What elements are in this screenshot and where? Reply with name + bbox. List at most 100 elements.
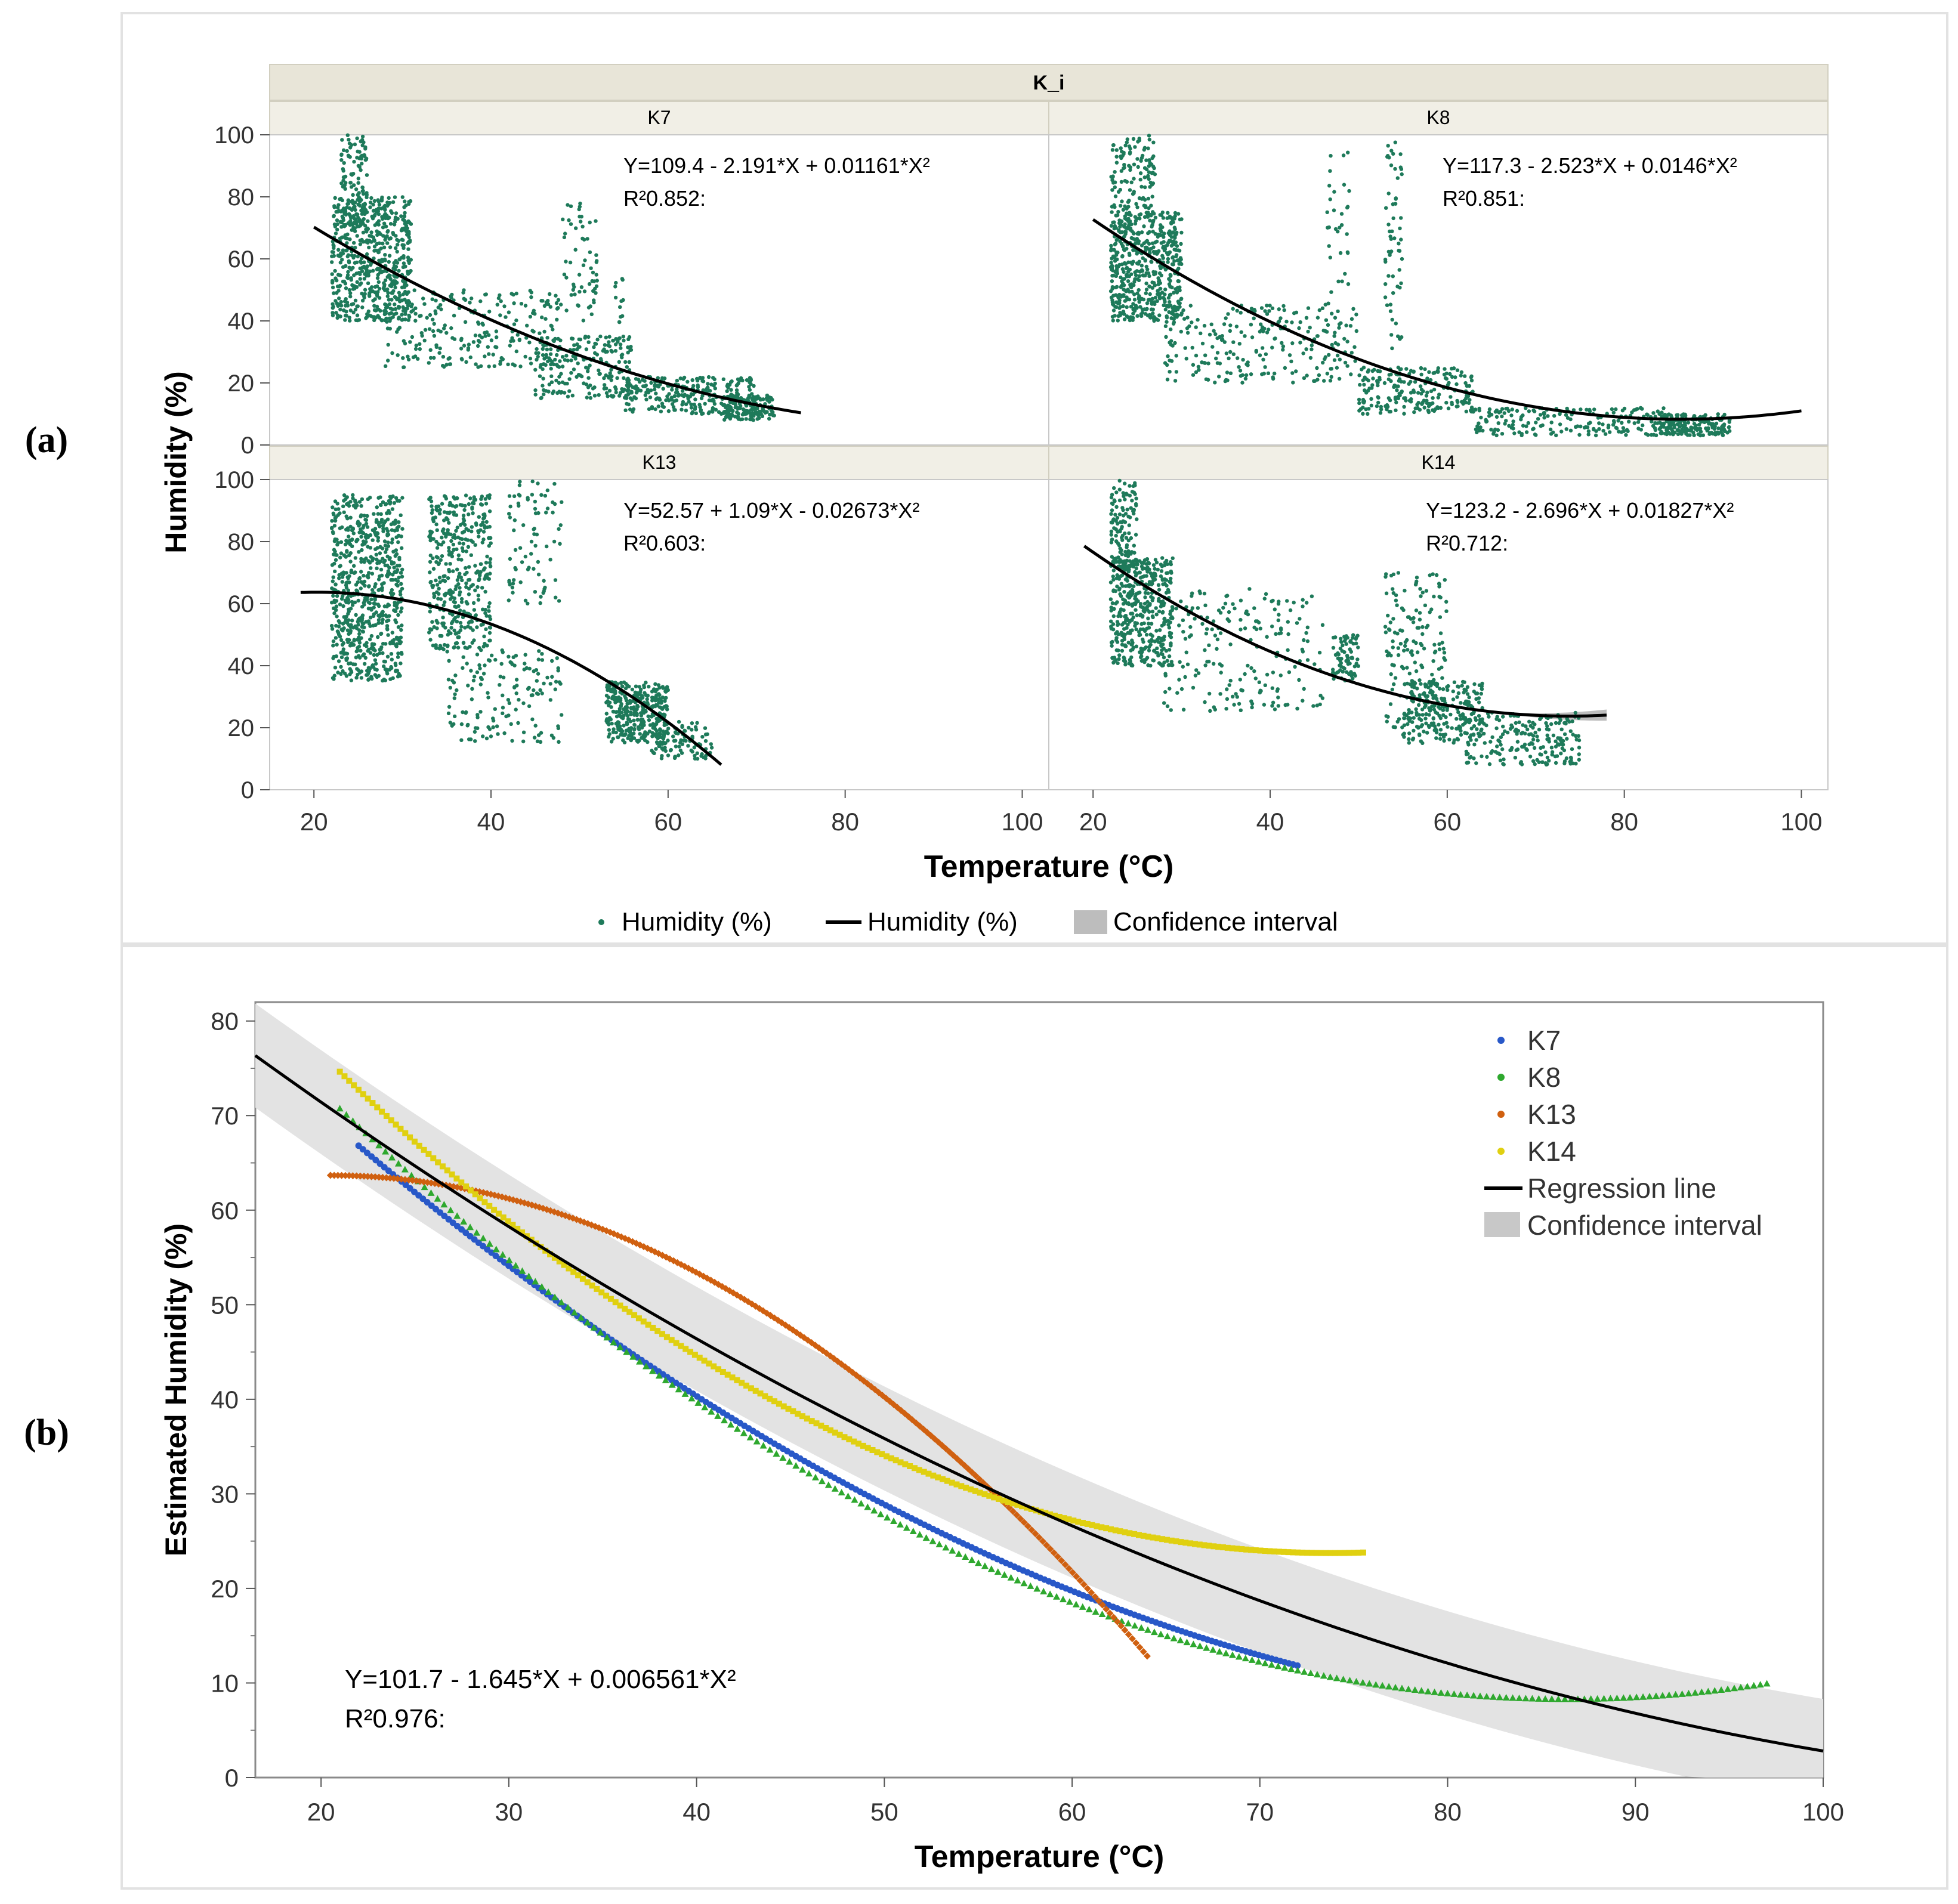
data-point (406, 357, 411, 361)
data-point (1150, 194, 1154, 199)
data-point (1390, 229, 1394, 233)
data-point (770, 410, 774, 415)
data-point (433, 309, 437, 313)
data-point (391, 573, 395, 577)
data-point (396, 651, 400, 656)
data-point (540, 652, 544, 656)
data-point (1273, 372, 1277, 376)
data-point (529, 361, 533, 366)
data-point (532, 567, 536, 571)
data-point (351, 265, 355, 270)
data-point (575, 342, 579, 347)
data-point (471, 511, 475, 515)
data-point (469, 669, 473, 673)
data-point (1456, 404, 1460, 409)
data-point (376, 496, 381, 500)
data-point (1110, 188, 1114, 192)
data-point (1399, 281, 1403, 286)
data-point (520, 560, 524, 564)
data-point (345, 651, 350, 656)
data-point (1546, 414, 1550, 418)
data-point (530, 329, 535, 333)
data-point (474, 362, 478, 366)
data-point (432, 333, 437, 338)
data-point (1511, 426, 1515, 431)
data-point (361, 526, 365, 530)
data-point (521, 701, 526, 706)
data-point (518, 546, 523, 550)
data-point (487, 364, 491, 369)
data-point (521, 739, 526, 744)
data-point (498, 293, 502, 298)
data-point (609, 394, 613, 398)
data-point (391, 577, 395, 582)
data-point (375, 557, 379, 561)
data-point (379, 503, 383, 508)
data-point (1151, 140, 1156, 144)
data-point (339, 236, 344, 240)
data-point (523, 354, 527, 359)
data-point (373, 623, 378, 628)
data-point (1431, 396, 1435, 400)
data-point (1163, 307, 1168, 312)
data-point (739, 404, 743, 408)
data-point (1719, 429, 1723, 434)
data-point (360, 531, 365, 535)
data-point (343, 212, 348, 216)
data-point (449, 539, 453, 543)
data-point (399, 610, 403, 614)
data-point (1712, 426, 1716, 431)
data-point (1121, 304, 1125, 308)
data-point (390, 540, 394, 545)
data-point (501, 357, 505, 361)
data-point (1151, 171, 1155, 175)
data-point (474, 726, 478, 730)
data-point (340, 138, 344, 142)
data-point (447, 569, 452, 574)
data-point (1425, 398, 1429, 403)
data-point (1164, 335, 1168, 339)
data-point (607, 335, 612, 339)
data-point (1608, 430, 1612, 434)
data-point (620, 729, 625, 734)
data-point (383, 253, 387, 257)
data-point (390, 283, 394, 287)
data-point (368, 637, 372, 642)
data-point (1645, 413, 1650, 418)
data-point (507, 580, 511, 585)
data-point (390, 588, 394, 592)
data-point (362, 573, 366, 578)
data-point (371, 268, 375, 273)
data-point (336, 206, 340, 210)
data-point (714, 407, 718, 412)
data-point (1270, 345, 1274, 350)
data-point (689, 402, 693, 407)
data-point (1427, 370, 1431, 374)
data-point (1236, 356, 1240, 360)
data-point (1122, 277, 1126, 281)
data-point (364, 620, 368, 624)
data-point (440, 536, 444, 540)
data-point (1263, 365, 1267, 369)
data-point (1122, 270, 1126, 274)
data-point (333, 666, 338, 670)
data-point (1203, 353, 1207, 357)
data-point (1378, 411, 1383, 415)
data-point (1317, 308, 1321, 313)
data-point (502, 731, 507, 735)
data-point (362, 208, 367, 212)
data-point (1150, 241, 1155, 246)
data-point (549, 366, 553, 371)
data-point (588, 383, 592, 388)
data-point (372, 612, 376, 616)
data-point (1542, 416, 1546, 420)
data-point (376, 280, 381, 285)
data-point (1378, 369, 1382, 373)
data-point (339, 196, 343, 201)
data-point (598, 372, 602, 376)
data-point (644, 397, 648, 401)
data-point (384, 310, 388, 314)
data-point (1129, 213, 1133, 217)
data-point (1304, 316, 1309, 320)
data-point (545, 488, 549, 493)
